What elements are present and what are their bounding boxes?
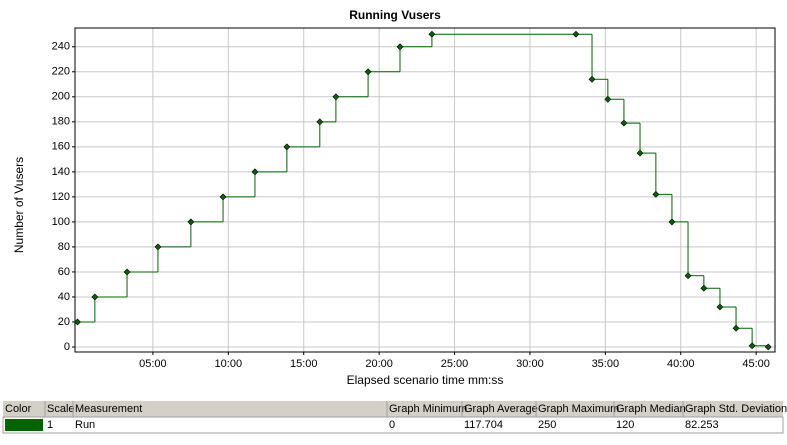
point-marker — [620, 119, 628, 127]
table-cell: 120 — [616, 419, 634, 431]
x-tick-label: 40:00 — [667, 358, 695, 370]
y-tick-label: 20 — [58, 316, 70, 328]
point-marker — [572, 30, 580, 38]
table-header: Graph Minimum — [389, 403, 467, 415]
y-tick-label: 100 — [52, 216, 70, 228]
table-cell: Run — [75, 419, 95, 431]
point-marker — [187, 218, 195, 226]
table-header: Scale — [47, 403, 75, 415]
table-cell: 250 — [538, 419, 556, 431]
table-cell: 82.253 — [685, 419, 719, 431]
table-header: Graph Maximum — [538, 403, 619, 415]
point-marker — [283, 143, 291, 151]
y-tick-label: 180 — [52, 116, 70, 128]
point-marker — [732, 324, 740, 332]
point-marker — [219, 193, 227, 201]
point-marker — [764, 343, 772, 351]
table-cell: 117.704 — [464, 419, 503, 431]
point-marker — [636, 149, 644, 157]
x-tick-label: 20:00 — [365, 358, 393, 370]
table-header: Graph Average — [464, 403, 538, 415]
point-marker — [91, 293, 99, 301]
point-marker — [154, 243, 162, 251]
table-cell: 1 — [47, 419, 53, 431]
point-marker — [251, 168, 259, 176]
point-marker — [604, 95, 612, 103]
table-row-bg — [2, 416, 784, 434]
y-tick-label: 40 — [58, 291, 70, 303]
point-marker — [332, 93, 340, 101]
point-marker — [684, 272, 692, 280]
point-marker — [588, 75, 596, 83]
chart-title: Running Vusers — [349, 8, 441, 22]
point-marker — [316, 118, 324, 126]
point-marker — [396, 43, 404, 51]
point-marker — [74, 318, 81, 326]
x-tick-label: 35:00 — [592, 358, 620, 370]
point-marker — [428, 30, 436, 38]
x-tick-label: 45:00 — [742, 358, 770, 370]
y-tick-label: 160 — [52, 141, 70, 153]
point-marker — [123, 268, 131, 276]
y-tick-label: 60 — [58, 266, 70, 278]
y-tick-label: 0 — [64, 341, 70, 353]
point-marker — [364, 68, 372, 76]
table-header: Graph Std. Deviation — [685, 403, 787, 415]
table-header-bg — [3, 401, 783, 417]
color-swatch — [5, 419, 43, 431]
point-marker — [700, 284, 708, 292]
point-marker — [748, 342, 756, 350]
y-axis-label: Number of Vusers — [12, 157, 26, 253]
x-tick-label: 10:00 — [215, 358, 243, 370]
y-tick-label: 120 — [52, 191, 70, 203]
point-marker — [716, 303, 724, 311]
table-cell: 0 — [389, 419, 395, 431]
x-axis-label: Elapsed scenario time mm:ss — [347, 373, 504, 387]
x-tick-label: 30:00 — [516, 358, 544, 370]
plot-frame — [74, 27, 776, 353]
table-header: Graph Median — [616, 403, 686, 415]
y-tick-label: 220 — [52, 66, 70, 78]
x-tick-label: 15:00 — [290, 358, 318, 370]
point-marker — [652, 190, 660, 198]
table-header: Measurement — [75, 403, 142, 415]
y-tick-label: 140 — [52, 166, 70, 178]
y-tick-label: 80 — [58, 241, 70, 253]
x-tick-label: 25:00 — [441, 358, 469, 370]
x-tick-label: 05:00 — [139, 358, 167, 370]
y-tick-label: 200 — [52, 91, 70, 103]
table-header: Color — [5, 403, 32, 415]
point-marker — [668, 218, 676, 226]
y-tick-label: 240 — [52, 41, 70, 53]
